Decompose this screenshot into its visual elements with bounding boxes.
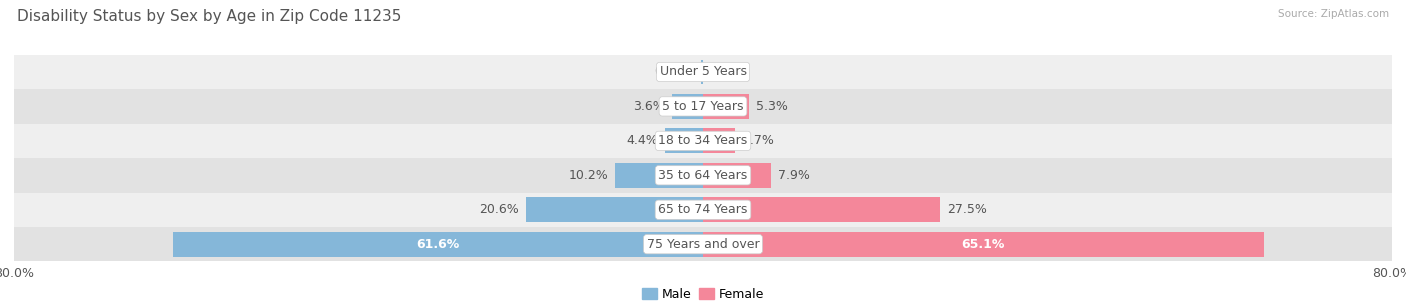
Text: Disability Status by Sex by Age in Zip Code 11235: Disability Status by Sex by Age in Zip C… [17, 9, 401, 24]
Text: 27.5%: 27.5% [946, 203, 987, 216]
Bar [703, 232, 1264, 257]
Text: 10.2%: 10.2% [568, 169, 609, 182]
Text: 0.0%: 0.0% [710, 65, 742, 78]
Text: 3.6%: 3.6% [633, 100, 665, 113]
Bar [703, 129, 735, 153]
Bar [665, 129, 703, 153]
Bar [703, 163, 770, 188]
Text: Source: ZipAtlas.com: Source: ZipAtlas.com [1278, 9, 1389, 19]
Text: 18 to 34 Years: 18 to 34 Years [658, 134, 748, 147]
Bar [672, 94, 703, 119]
Bar [14, 227, 1392, 261]
Text: 20.6%: 20.6% [479, 203, 519, 216]
Text: Under 5 Years: Under 5 Years [659, 65, 747, 78]
Text: 0.26%: 0.26% [654, 65, 695, 78]
Bar [173, 232, 703, 257]
Text: 5 to 17 Years: 5 to 17 Years [662, 100, 744, 113]
Legend: Male, Female: Male, Female [641, 288, 765, 301]
Bar [14, 192, 1392, 227]
Text: 5.3%: 5.3% [755, 100, 787, 113]
Bar [703, 94, 748, 119]
Bar [703, 197, 939, 222]
Bar [14, 55, 1392, 89]
Bar [526, 197, 703, 222]
Text: 35 to 64 Years: 35 to 64 Years [658, 169, 748, 182]
Bar [14, 89, 1392, 124]
Text: 61.6%: 61.6% [416, 238, 460, 251]
Text: 7.9%: 7.9% [778, 169, 810, 182]
Bar [14, 158, 1392, 192]
Text: 75 Years and over: 75 Years and over [647, 238, 759, 251]
Bar [14, 124, 1392, 158]
Text: 65.1%: 65.1% [962, 238, 1005, 251]
Text: 65 to 74 Years: 65 to 74 Years [658, 203, 748, 216]
Bar [616, 163, 703, 188]
Text: 3.7%: 3.7% [742, 134, 773, 147]
Text: 4.4%: 4.4% [627, 134, 658, 147]
Bar [700, 60, 703, 84]
